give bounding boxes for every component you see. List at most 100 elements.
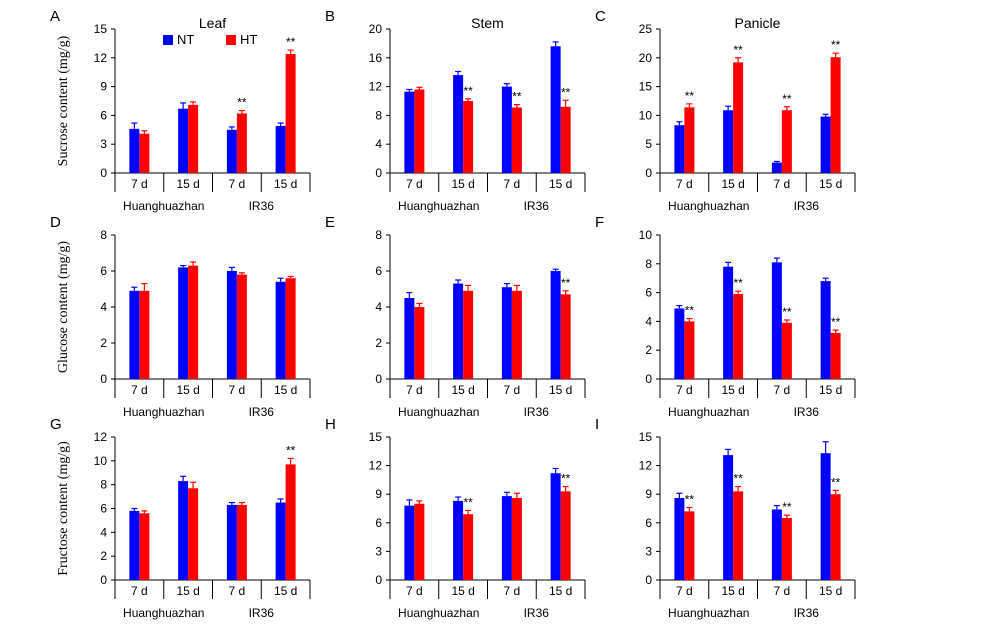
y-tick-label: 5 bbox=[645, 137, 652, 151]
group-label: IR36 bbox=[249, 405, 275, 419]
y-tick-label: 6 bbox=[100, 108, 107, 122]
x-tick-label: 7 d bbox=[406, 584, 423, 598]
x-tick-label: 15 d bbox=[819, 177, 842, 191]
panel-f: F 0 2 4 6 8 10 7 d 15 d 7 d 15 d Huanghuazhan IR36 **… bbox=[595, 214, 856, 419]
x-tick-label: 15 d bbox=[451, 584, 474, 598]
bar-ht bbox=[511, 498, 522, 580]
y-tick-label: 2 bbox=[100, 336, 107, 350]
bar-nt bbox=[674, 498, 685, 580]
y-tick-label: 4 bbox=[375, 300, 382, 314]
bar-ht bbox=[139, 513, 150, 580]
y-tick-label: 15 bbox=[639, 80, 653, 94]
bar-ht bbox=[733, 491, 744, 580]
x-tick-label: 15 d bbox=[721, 383, 744, 397]
bar-ht bbox=[236, 504, 247, 580]
x-tick-label: 15 d bbox=[451, 383, 474, 397]
legend-swatch-nt bbox=[163, 35, 173, 45]
x-tick-label: 7 d bbox=[676, 383, 693, 397]
x-tick-label: 15 d bbox=[176, 584, 199, 598]
bar-nt bbox=[275, 125, 286, 173]
group-label: IR36 bbox=[794, 606, 820, 620]
significance-mark: ** bbox=[512, 90, 522, 104]
panel-a: A Leaf Sucrose content (mg/g) 0 3 6 9 12 15 7 d 15… bbox=[50, 8, 311, 213]
y-tick-label: 15 bbox=[369, 430, 383, 444]
significance-mark: ** bbox=[286, 35, 296, 49]
significance-mark: ** bbox=[463, 495, 473, 509]
bar-nt bbox=[129, 290, 140, 379]
significance-mark: ** bbox=[733, 472, 743, 486]
bar-nt bbox=[275, 502, 286, 580]
legend: NT HT bbox=[163, 32, 257, 47]
x-tick-label: 7 d bbox=[406, 177, 423, 191]
panel-letter: E bbox=[325, 214, 335, 231]
bar-nt bbox=[674, 308, 685, 379]
panel-title: Panicle bbox=[735, 15, 781, 31]
y-tick-label: 0 bbox=[375, 573, 382, 587]
group-label: Huanghuazhan bbox=[123, 405, 204, 419]
y-tick-label: 4 bbox=[100, 525, 107, 539]
x-tick-label: 15 d bbox=[549, 177, 572, 191]
y-tick-label: 15 bbox=[639, 430, 653, 444]
y-tick-label: 2 bbox=[375, 336, 382, 350]
bar-ht bbox=[188, 488, 199, 580]
group-label: Huanghuazhan bbox=[398, 405, 479, 419]
bar-nt bbox=[129, 510, 140, 580]
bar-nt bbox=[178, 108, 189, 173]
y-tick-label: 9 bbox=[645, 487, 652, 501]
group-label: Huanghuazhan bbox=[123, 199, 204, 213]
x-tick-label: 15 d bbox=[176, 383, 199, 397]
panel-letter: G bbox=[50, 416, 62, 433]
x-tick-label: 15 d bbox=[819, 383, 842, 397]
x-tick-label: 7 d bbox=[406, 383, 423, 397]
bar-nt bbox=[226, 129, 237, 173]
x-tick-label: 7 d bbox=[504, 383, 521, 397]
panel-e: E 0 2 4 6 8 7 d 15 d 7 d 15 d Huanghuazhan IR36 ** bbox=[325, 214, 586, 419]
bar-ht bbox=[236, 113, 247, 173]
panel-letter: A bbox=[50, 8, 60, 25]
legend-label: NT bbox=[177, 32, 194, 47]
bar-ht bbox=[414, 307, 425, 379]
significance-mark: ** bbox=[237, 96, 247, 110]
group-label: IR36 bbox=[524, 405, 550, 419]
bar-nt bbox=[404, 298, 415, 379]
significance-mark: ** bbox=[831, 315, 841, 329]
bar-ht bbox=[285, 278, 296, 379]
bar-ht bbox=[560, 491, 571, 580]
bar-ht bbox=[139, 133, 150, 173]
x-tick-label: 15 d bbox=[549, 383, 572, 397]
significance-mark: ** bbox=[685, 89, 695, 103]
y-tick-label: 12 bbox=[369, 459, 383, 473]
x-tick-label: 7 d bbox=[229, 584, 246, 598]
y-tick-label: 12 bbox=[94, 51, 108, 65]
bar-nt bbox=[723, 455, 734, 580]
bar-ht bbox=[188, 265, 199, 379]
bar-nt bbox=[771, 162, 782, 173]
x-tick-label: 7 d bbox=[131, 584, 148, 598]
significance-mark: ** bbox=[286, 443, 296, 457]
bar-ht bbox=[139, 290, 150, 379]
panel-letter: D bbox=[50, 214, 61, 231]
bar-nt bbox=[550, 473, 561, 580]
significance-mark: ** bbox=[561, 472, 571, 486]
y-tick-label: 12 bbox=[639, 459, 653, 473]
y-tick-label: 4 bbox=[375, 137, 382, 151]
group-label: Huanghuazhan bbox=[668, 405, 749, 419]
y-axis-label: Glucose content (mg/g) bbox=[56, 241, 71, 374]
legend-swatch-ht bbox=[226, 35, 236, 45]
bar-ht bbox=[830, 57, 841, 173]
bar-nt bbox=[550, 271, 561, 379]
x-tick-label: 7 d bbox=[676, 584, 693, 598]
x-tick-label: 7 d bbox=[229, 383, 246, 397]
bar-nt bbox=[723, 110, 734, 173]
y-tick-label: 6 bbox=[645, 286, 652, 300]
group-label: IR36 bbox=[249, 606, 275, 620]
group-label: Huanghuazhan bbox=[398, 199, 479, 213]
significance-mark: ** bbox=[685, 493, 695, 507]
x-tick-label: 7 d bbox=[504, 177, 521, 191]
y-tick-label: 10 bbox=[639, 108, 653, 122]
bar-nt bbox=[771, 262, 782, 379]
x-tick-label: 15 d bbox=[721, 584, 744, 598]
bar-ht bbox=[463, 290, 474, 379]
panel-title: Leaf bbox=[199, 15, 226, 31]
group-label: IR36 bbox=[524, 606, 550, 620]
